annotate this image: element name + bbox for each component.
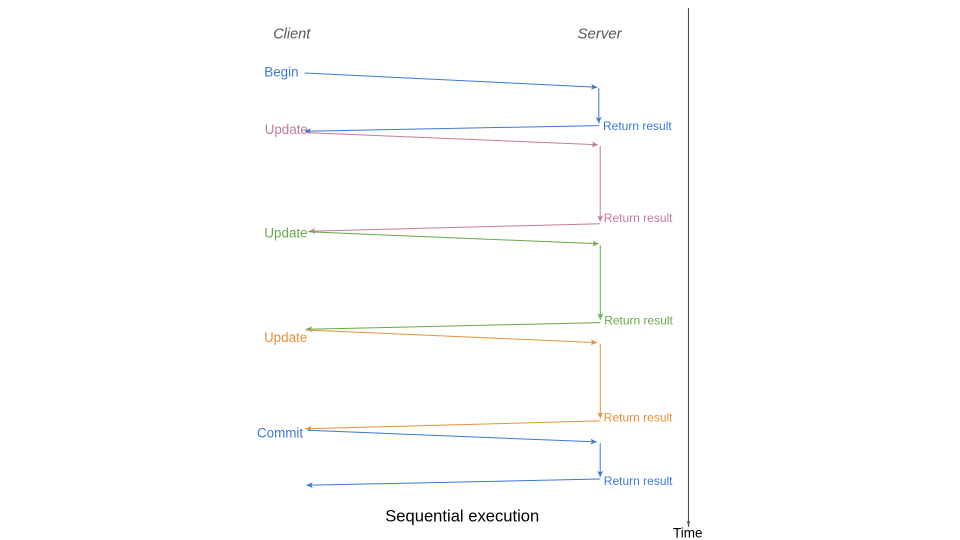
svg-text:Time: Time xyxy=(673,525,703,540)
svg-text:Commit: Commit xyxy=(257,426,303,441)
svg-text:Update: Update xyxy=(265,122,308,137)
svg-text:Update: Update xyxy=(264,225,307,240)
svg-text:Server: Server xyxy=(578,26,623,43)
svg-text:Return result: Return result xyxy=(604,314,673,328)
svg-text:Return result: Return result xyxy=(604,411,673,425)
svg-text:Begin: Begin xyxy=(264,64,298,79)
svg-text:Sequential execution: Sequential execution xyxy=(385,507,539,526)
svg-text:Return result: Return result xyxy=(604,211,673,225)
svg-text:Return result: Return result xyxy=(604,474,673,488)
svg-text:Client: Client xyxy=(273,27,311,43)
svg-text:Return result: Return result xyxy=(603,119,672,133)
svg-text:Update: Update xyxy=(264,330,307,345)
